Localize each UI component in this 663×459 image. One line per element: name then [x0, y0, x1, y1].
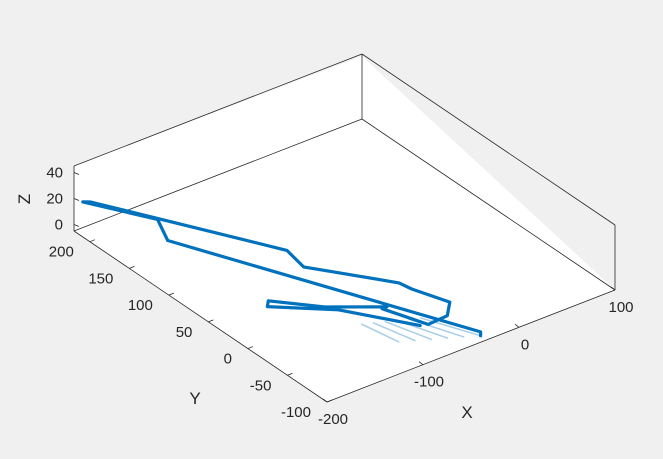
x-tick-mark — [418, 361, 424, 365]
z-tick-label: 20 — [46, 191, 63, 208]
x-tick-label: -100 — [414, 374, 444, 391]
y-tick-mark — [326, 399, 333, 403]
y-tick-label: -50 — [250, 377, 272, 394]
z-tick-mark — [73, 172, 80, 175]
box-edge-top-left — [73, 53, 363, 167]
y-tick-label: 0 — [224, 351, 232, 368]
series-line — [81, 200, 483, 338]
series-drop-line — [384, 320, 433, 341]
series-drop-line — [372, 321, 416, 342]
z-tick-mark — [73, 224, 80, 227]
box-edge-floor-x — [326, 289, 616, 403]
axes-background — [74, 56, 615, 402]
y-tick-label: 200 — [49, 244, 74, 261]
series-drop-line — [419, 317, 481, 337]
y-tick-mark — [208, 319, 214, 323]
y-tick-label: 50 — [176, 324, 193, 341]
y-tick-label: 150 — [88, 270, 113, 287]
y-tick-label: 100 — [128, 297, 153, 314]
x-tick-label: -200 — [318, 411, 348, 428]
y-tick-mark — [168, 292, 175, 296]
data-series-layer — [81, 200, 483, 343]
x-tick-mark — [322, 398, 328, 403]
y-axis-label: Y — [189, 389, 200, 408]
box-edge-back-y — [361, 118, 616, 291]
y-tick-mark — [89, 239, 95, 243]
x-axis-label: X — [461, 403, 472, 422]
series-drop-line — [360, 323, 400, 343]
axis-ticks: -200 -100 0 100 -100 -50 0 50 100 150 200 0 20 40 — [46, 165, 633, 429]
x-tick-mark — [514, 324, 520, 328]
z-tick-mark — [73, 198, 80, 201]
z-axis-label: Z — [15, 194, 34, 204]
y-tick-label: -100 — [281, 404, 311, 421]
x-tick-label: 0 — [521, 336, 529, 353]
y-tick-mark — [287, 372, 293, 376]
x-tick-mark — [610, 286, 616, 291]
box-edge-floor-y — [73, 230, 328, 403]
z-tick-label: 0 — [55, 217, 63, 234]
axis-labels-layer: X Y Z — [15, 194, 473, 422]
y-tick-mark — [247, 346, 254, 349]
y-tick-mark — [129, 266, 135, 269]
z-tick-label: 40 — [46, 165, 63, 182]
box-edge-top-right — [361, 53, 616, 226]
x-tick-label: 100 — [608, 299, 633, 316]
